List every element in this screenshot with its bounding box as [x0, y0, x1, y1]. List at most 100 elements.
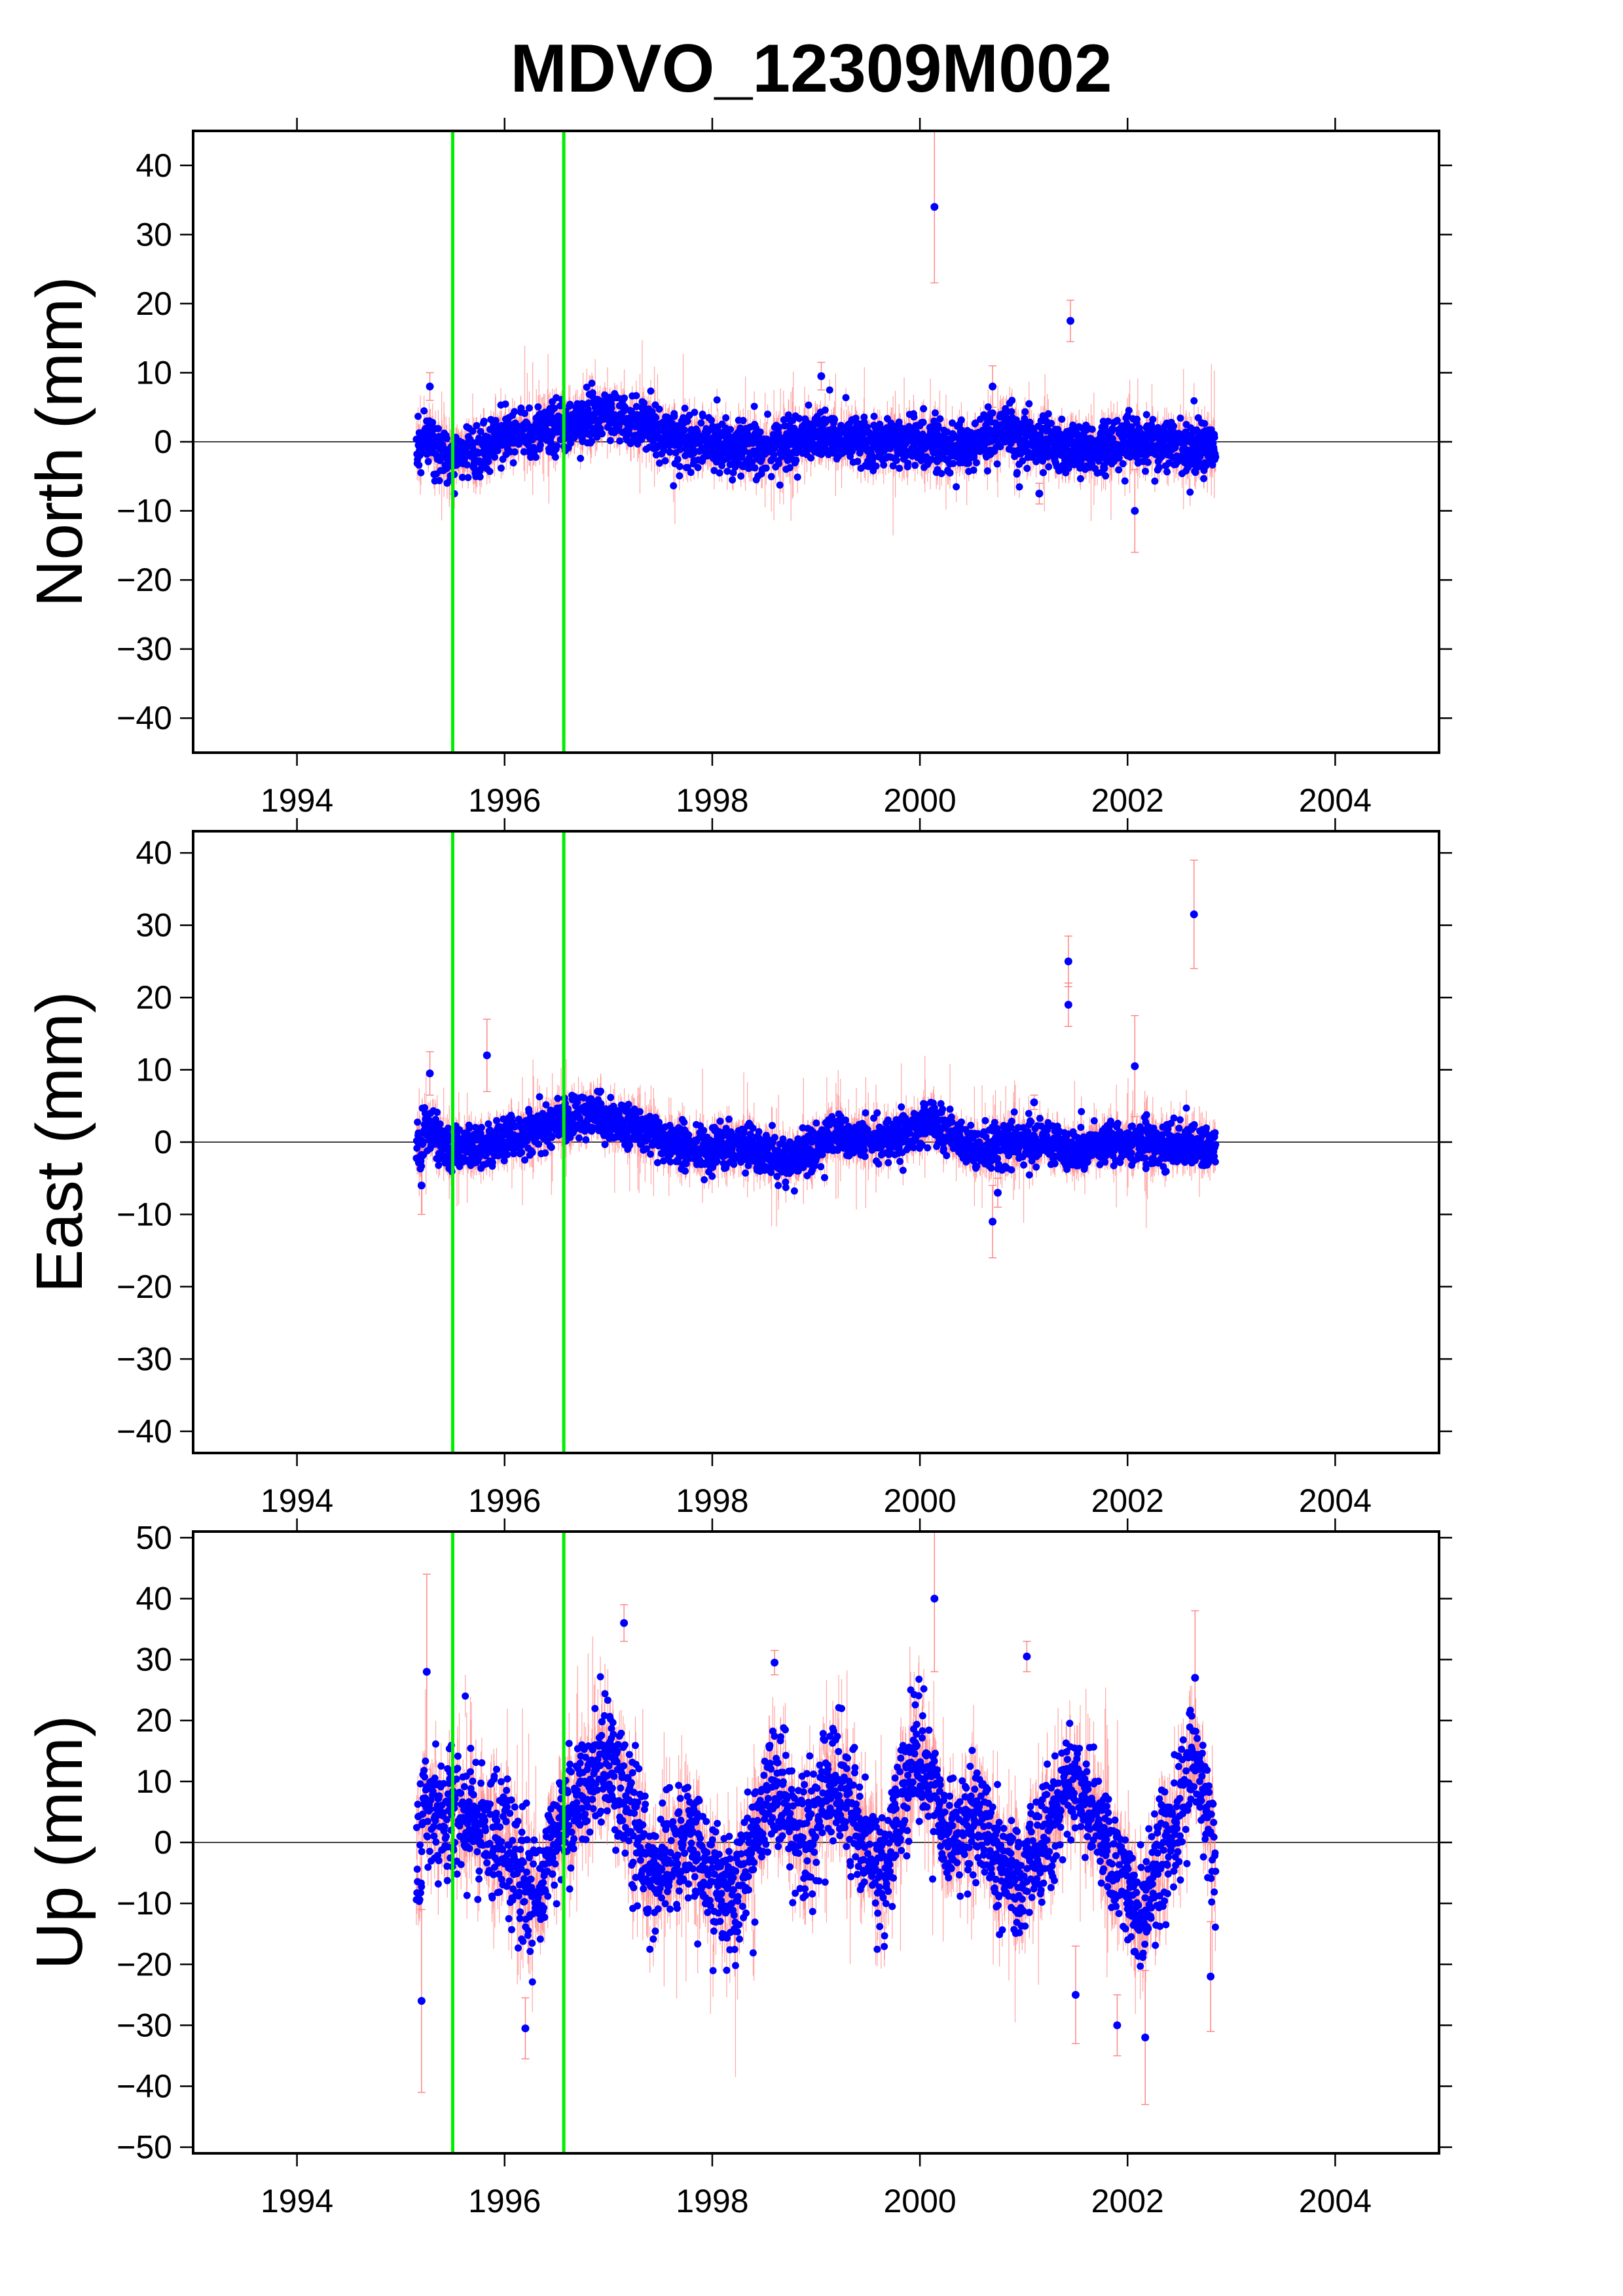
data-point	[583, 384, 591, 391]
data-point	[842, 394, 850, 402]
data-point	[889, 462, 897, 470]
data-point	[848, 448, 856, 456]
data-point	[886, 444, 894, 452]
data-point	[1104, 418, 1112, 425]
data-point	[429, 418, 437, 426]
data-point	[984, 403, 992, 411]
data-point	[1142, 411, 1150, 419]
data-point	[501, 400, 509, 408]
data-point	[589, 389, 596, 397]
data-point	[949, 459, 957, 467]
data-point	[896, 464, 903, 472]
data-point	[775, 423, 783, 431]
data-point	[494, 447, 501, 455]
data-point	[919, 430, 926, 438]
data-point	[953, 483, 960, 491]
data-point	[979, 427, 987, 435]
data-point	[691, 408, 699, 416]
data-point	[854, 457, 862, 465]
data-point	[880, 461, 888, 469]
data-point	[588, 380, 596, 387]
data-point	[566, 401, 574, 408]
data-point	[716, 469, 723, 477]
data-point	[751, 464, 759, 472]
data-point	[588, 437, 596, 445]
data-point	[532, 454, 539, 461]
data-point	[1121, 477, 1129, 485]
data-point	[687, 469, 695, 476]
data-point	[509, 459, 517, 467]
data-point	[699, 412, 706, 420]
data-point	[477, 427, 484, 435]
data-point	[666, 448, 674, 456]
data-point	[920, 404, 928, 412]
data-point	[938, 470, 945, 478]
data-point	[676, 463, 684, 471]
data-point	[1119, 459, 1127, 467]
data-point	[652, 414, 660, 422]
data-point	[1019, 457, 1027, 465]
data-point	[946, 469, 954, 477]
data-point	[870, 412, 878, 420]
data-point	[556, 402, 564, 410]
data-point	[795, 414, 803, 422]
data-point	[807, 454, 815, 462]
data-point	[520, 448, 528, 456]
data-point	[608, 404, 615, 412]
data-point	[681, 404, 689, 412]
data-point	[621, 394, 629, 402]
data-point	[464, 474, 472, 482]
data-point	[1149, 416, 1157, 423]
data-point	[786, 463, 793, 471]
data-point	[1058, 416, 1066, 423]
data-point	[904, 459, 912, 467]
panel-north: 1994 1996 1998 2000 2002 2004403020100−10−20−…	[23, 118, 1452, 819]
data-point	[970, 450, 978, 458]
data-point	[484, 457, 492, 465]
data-point	[670, 412, 678, 420]
data-point	[598, 430, 606, 438]
data-point	[1076, 475, 1084, 482]
data-point	[989, 409, 996, 417]
data-point	[647, 387, 655, 395]
data-point	[792, 456, 800, 464]
data-point	[876, 420, 884, 428]
data-point	[936, 415, 944, 423]
data-point	[814, 427, 822, 435]
data-point	[414, 412, 422, 420]
data-point	[993, 460, 1001, 468]
data-point	[584, 406, 592, 414]
data-point	[697, 419, 705, 427]
data-point	[860, 413, 868, 421]
data-point	[910, 413, 918, 421]
data-point	[490, 453, 498, 461]
data-point	[708, 416, 716, 424]
data-point	[931, 409, 939, 417]
data-point	[983, 467, 991, 475]
data-point	[911, 461, 919, 469]
data-point	[821, 406, 829, 414]
data-point	[1025, 400, 1033, 408]
data-point	[616, 437, 624, 445]
data-point	[1125, 406, 1133, 414]
data-point	[676, 446, 684, 454]
data-point	[1015, 483, 1023, 491]
data-point	[606, 437, 614, 444]
data-point	[729, 469, 737, 476]
data-point	[1088, 425, 1096, 433]
data-point	[737, 472, 745, 480]
data-point	[934, 424, 942, 432]
data-point	[553, 442, 561, 450]
data-point	[831, 416, 839, 423]
data-point	[762, 464, 770, 472]
data-point	[681, 426, 689, 434]
data-point	[972, 419, 979, 427]
data-point	[713, 396, 721, 404]
data-point	[435, 476, 443, 484]
data-point	[469, 427, 477, 435]
data-point	[1013, 469, 1021, 476]
data-point	[710, 467, 718, 475]
data-point	[831, 448, 839, 456]
data-point	[1102, 472, 1110, 480]
data-point	[652, 451, 660, 459]
